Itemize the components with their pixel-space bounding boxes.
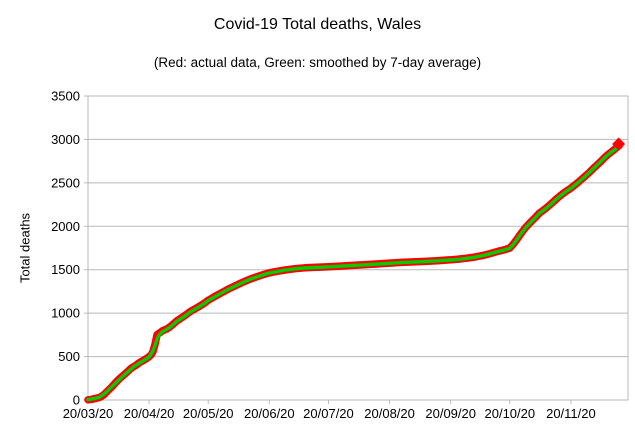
x-tick-label: 20/03/20: [63, 406, 114, 421]
y-axis-title: Total deaths: [17, 212, 33, 284]
y-tick-label: 1000: [51, 306, 80, 321]
y-tick-label: 2500: [51, 175, 80, 190]
y-tick-label: 3000: [51, 132, 80, 147]
end-marker: [612, 137, 626, 151]
y-tick-label: 2000: [51, 219, 80, 234]
x-tick-label: 20/06/20: [244, 406, 295, 421]
x-tick-label: 20/10/20: [485, 406, 536, 421]
y-tick-label: 1500: [51, 262, 80, 277]
x-tick-label: 20/07/20: [303, 406, 354, 421]
x-tick-label: 20/08/20: [364, 406, 415, 421]
series-smoothed-line: [86, 146, 618, 402]
chart-title: Covid-19 Total deaths, Wales: [213, 16, 422, 33]
x-tick-label: 20/05/20: [183, 406, 234, 421]
y-tick-label: 500: [58, 349, 80, 364]
chart-subtitle: (Red: actual data, Green: smoothed by 7-…: [153, 55, 482, 70]
y-tick-label: 3500: [51, 89, 80, 104]
x-tick-label: 20/04/20: [124, 406, 175, 421]
plot-border: [87, 95, 629, 401]
x-tick-label: 20/11/20: [546, 406, 596, 421]
series-actual-line: [84, 141, 623, 404]
x-tick-label: 20/09/20: [425, 406, 476, 421]
y-tick-label: 0: [73, 393, 80, 408]
